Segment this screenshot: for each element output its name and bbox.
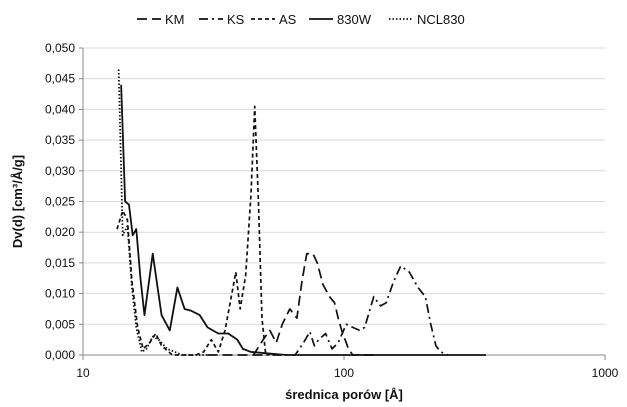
- legend-label: KM: [165, 12, 185, 27]
- y-tick-label: 0,020: [45, 225, 75, 239]
- y-tick-label: 0,035: [45, 133, 75, 147]
- series-line-ks: [253, 265, 449, 356]
- axes: 0,000 0,005 0,010 0,015 0,020 0,025 0,030 0,035…: [45, 41, 619, 380]
- legend-label: NCL830: [417, 12, 465, 27]
- gridlines: [83, 47, 605, 325]
- legend-label: 830W: [337, 12, 372, 27]
- series-layer: [116, 69, 486, 356]
- y-axis-title: Dv(d) [cm³/Å/g]: [10, 155, 25, 248]
- legend-label: KS: [227, 12, 245, 27]
- x-tick-label: 1000: [592, 366, 619, 380]
- legend-item-as: AS: [251, 12, 297, 27]
- y-tick-label: 0,015: [45, 256, 75, 270]
- y-tick-label: 0,010: [45, 287, 75, 301]
- series-line-as: [116, 105, 271, 356]
- series-line-km: [207, 252, 374, 356]
- x-tick-label: 100: [334, 366, 354, 380]
- series-line-830w: [120, 84, 486, 356]
- y-tick-label: 0,000: [45, 348, 75, 362]
- legend-label: AS: [279, 12, 297, 27]
- y-tick-label: 0,025: [45, 195, 75, 209]
- legend-item-km: KM: [137, 12, 185, 27]
- y-tick-label: 0,050: [45, 41, 75, 55]
- series-line-ncl830: [117, 69, 208, 356]
- legend-item-ks: KS: [199, 12, 245, 27]
- y-tick-label: 0,040: [45, 102, 75, 116]
- y-tick-label: 0,005: [45, 317, 75, 331]
- legend-item-830w: 830W: [309, 12, 372, 27]
- y-tick-label: 0,030: [45, 164, 75, 178]
- x-tick-label: 10: [76, 366, 90, 380]
- x-axis-title: średnica porów [Å]: [285, 387, 403, 402]
- legend-item-ncl830: NCL830: [389, 12, 465, 27]
- y-tick-label: 0,045: [45, 72, 75, 86]
- legend: KM KS AS 830W NCL830: [137, 12, 465, 27]
